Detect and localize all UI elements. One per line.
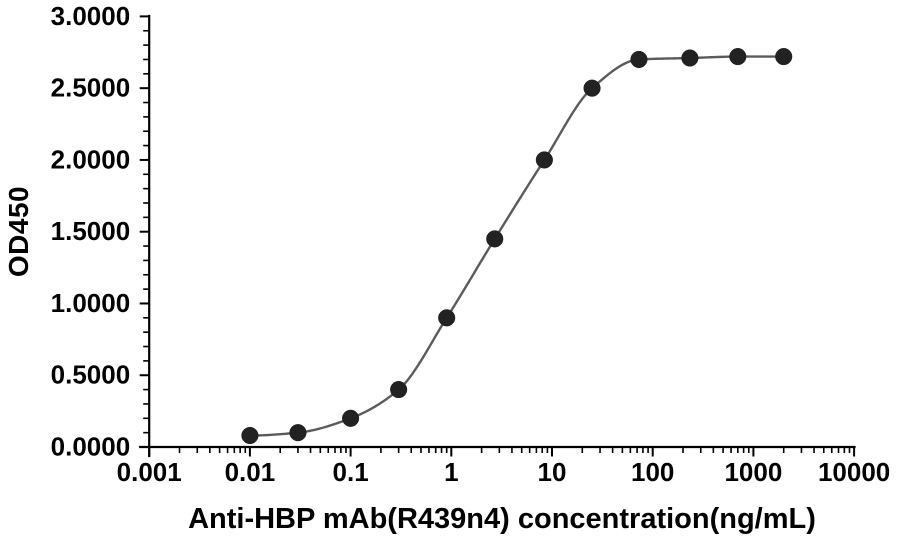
svg-text:0.001: 0.001 xyxy=(117,457,182,487)
svg-text:1: 1 xyxy=(444,457,458,487)
svg-text:2.0000: 2.0000 xyxy=(51,144,131,174)
svg-text:0.01: 0.01 xyxy=(225,457,276,487)
svg-text:1.0000: 1.0000 xyxy=(51,288,131,318)
svg-text:0.1: 0.1 xyxy=(333,457,369,487)
svg-text:100: 100 xyxy=(631,457,674,487)
svg-text:3.0000: 3.0000 xyxy=(51,1,131,31)
svg-text:10: 10 xyxy=(538,457,567,487)
svg-text:0.0000: 0.0000 xyxy=(51,432,131,462)
svg-text:1.5000: 1.5000 xyxy=(51,216,131,246)
svg-text:0.5000: 0.5000 xyxy=(51,360,131,390)
svg-text:2.5000: 2.5000 xyxy=(51,73,131,103)
svg-text:1000: 1000 xyxy=(724,457,782,487)
svg-text:10000: 10000 xyxy=(818,457,890,487)
